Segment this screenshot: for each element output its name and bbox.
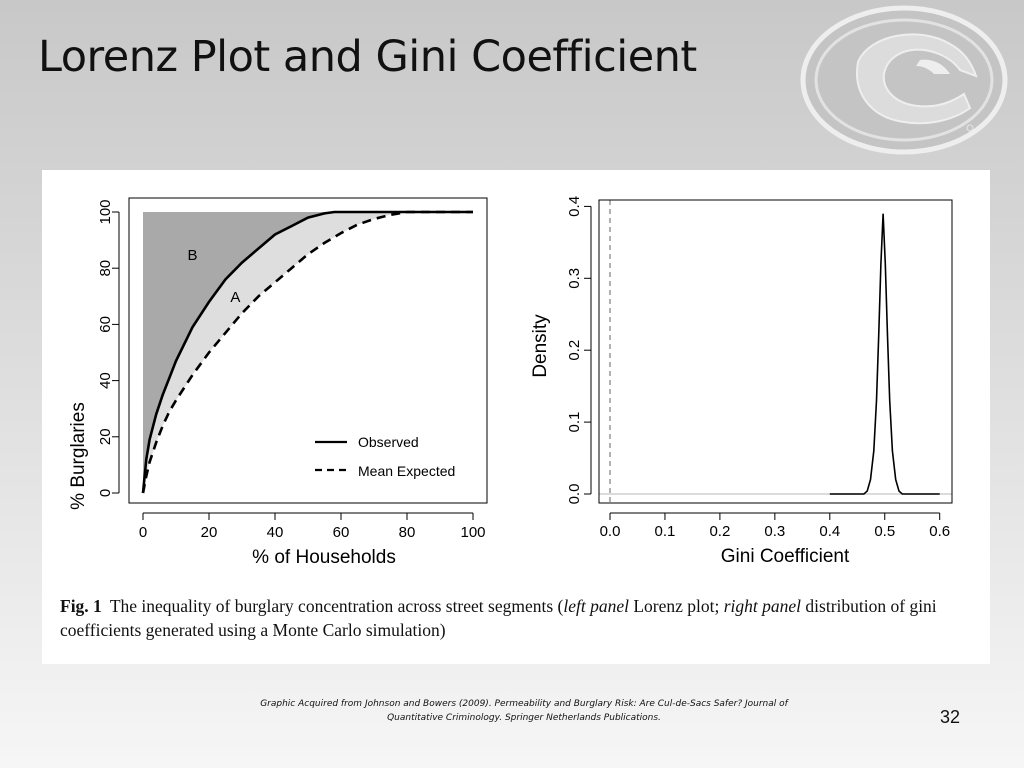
source-credit-line-1: Graphic Acquired from Johnson and Bowers… (260, 699, 788, 709)
legend-observed-label: Observed (358, 434, 419, 450)
caption-right-panel: right panel (723, 596, 802, 616)
lorenz-x-tick-label: 40 (267, 524, 284, 541)
gini-y-tick-label: 0.1 (566, 412, 583, 433)
slide-title: Lorenz Plot and Gini Coefficient (38, 32, 697, 82)
lorenz-x-axis-label: % of Households (252, 547, 396, 568)
figure-svg: B A 0 20 40 60 80 100 0 20 40 60 80 100 % of House… (68, 196, 953, 568)
gini-x-tick-label: 0.4 (819, 523, 840, 540)
university-logo (800, 5, 1008, 155)
gini-y-tick-label: 0.2 (566, 340, 583, 361)
source-credit-line-2: Quantitative Criminology. Springer Nethe… (387, 713, 661, 723)
lorenz-x-tick-label: 0 (139, 524, 147, 541)
lorenz-x-axis: 0 20 40 60 80 100 (139, 512, 486, 541)
figure-caption: Fig. 1 The inequality of burglary concent… (60, 594, 980, 642)
source-credit: Graphic Acquired from Johnson and Bowers… (224, 697, 824, 725)
caption-text-2: Lorenz plot; (628, 596, 724, 616)
area-b (143, 212, 473, 493)
lorenz-plot: B A 0 20 40 60 80 100 0 20 40 60 80 100 % of House… (68, 197, 488, 568)
lorenz-plot-frame (128, 197, 488, 504)
area-label-a: A (230, 289, 240, 306)
legend-expected-label: Mean Expected (358, 463, 455, 479)
lorenz-y-tick-label: 40 (97, 372, 114, 389)
gini-plot-frame (598, 199, 953, 504)
density-curve (829, 213, 940, 495)
gini-y-tick-label: 0.4 (566, 196, 583, 217)
lorenz-x-tick-label: 20 (201, 524, 218, 541)
gini-x-tick-label: 0.5 (874, 523, 895, 540)
gini-x-tick-label: 0.1 (655, 523, 676, 540)
area-a (143, 212, 473, 493)
caption-fig-label: Fig. 1 (60, 596, 102, 616)
caption-text-1: The inequality of burglary concentration… (109, 596, 564, 616)
lorenz-y-axis: 0 20 40 60 80 100 (97, 199, 120, 497)
gini-x-tick-label: 0.3 (764, 523, 785, 540)
gini-x-axis-label: Gini Coefficient (721, 546, 850, 567)
lorenz-y-tick-label: 100 (97, 199, 114, 224)
lorenz-y-tick-label: 80 (97, 260, 114, 277)
gini-y-tick-label: 0.0 (566, 484, 583, 505)
lorenz-x-tick-label: 60 (333, 524, 350, 541)
lorenz-x-tick-label: 100 (460, 524, 485, 541)
gini-x-tick-label: 0.0 (600, 523, 621, 540)
lorenz-y-tick-label: 60 (97, 316, 114, 333)
lorenz-y-axis-label: % Burglaries (68, 402, 89, 510)
gini-y-tick-label: 0.3 (566, 268, 583, 289)
slide-number: 32 (940, 707, 961, 727)
gini-x-tick-label: 0.2 (709, 523, 730, 540)
gini-x-axis: 0.0 0.1 0.2 0.3 0.4 0.5 0.6 (600, 512, 950, 540)
lorenz-x-tick-label: 80 (399, 524, 416, 541)
lorenz-legend: Observed Mean Expected (315, 434, 455, 479)
gini-y-axis: 0.0 0.1 0.2 0.3 0.4 (566, 196, 592, 505)
caption-text-3: distribution of gini coefficients genera… (60, 596, 937, 640)
figure-panel: B A 0 20 40 60 80 100 0 20 40 60 80 100 % of House… (42, 170, 990, 664)
mean-expected-line (141, 210, 473, 494)
lorenz-y-tick-label: 0 (97, 489, 114, 497)
gini-y-axis-label: Density (530, 314, 551, 378)
caption-left-panel: left panel (563, 596, 629, 616)
observed-line (141, 210, 473, 494)
gini-density-plot: 0.0 0.1 0.2 0.3 0.4 0.5 0.6 0.0 0.1 0.2 0.3 0.4 Gi… (530, 196, 953, 567)
lorenz-y-tick-label: 20 (97, 428, 114, 445)
area-label-b: B (187, 247, 197, 264)
gini-x-tick-label: 0.6 (929, 523, 950, 540)
